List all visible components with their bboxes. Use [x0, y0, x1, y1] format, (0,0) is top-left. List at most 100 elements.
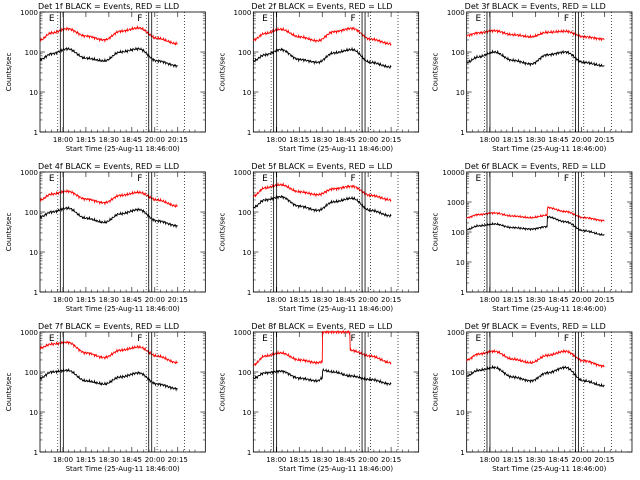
y-tick-label: 10: [242, 409, 251, 417]
y-tick-label: 1: [247, 129, 251, 137]
detector-panel-4: Det 4f BLACK = Events, RED = LLD 1 10 100 10…: [5, 162, 206, 313]
y-tick-label: 10: [456, 409, 465, 417]
y-tick-label: 100: [451, 369, 464, 377]
x-tick-label: 18:30: [99, 296, 119, 304]
panel-title: Det 8f BLACK = Events, RED = LLD: [251, 322, 392, 331]
y-tick-label: 100: [25, 209, 38, 217]
panel-title: Det 9f BLACK = Events, RED = LLD: [465, 322, 606, 331]
y-tick-label: 100: [451, 49, 464, 57]
y-tick-label: 100: [451, 229, 464, 237]
y-tick-label: 10000: [442, 169, 464, 177]
panel-title: Det 1f BLACK = Events, RED = LLD: [38, 2, 179, 11]
x-tick-label: 20:00: [571, 136, 591, 144]
x-tick-label: 20:15: [381, 456, 401, 464]
event-marker-label: F: [351, 334, 356, 344]
detector-panel-3: Det 3f BLACK = Events, RED = LLD 1 10 100 10…: [432, 2, 633, 153]
x-tick-label: 18:15: [289, 456, 309, 464]
x-tick-label: 18:00: [53, 136, 73, 144]
x-tick-label: 18:00: [266, 136, 286, 144]
detector-panel-9: Det 9f BLACK = Events, RED = LLD 1 10 100 10…: [432, 322, 633, 473]
y-tick-label: 1000: [234, 329, 252, 337]
x-tick-label: 18:15: [76, 456, 96, 464]
x-tick-label: 18:45: [335, 136, 355, 144]
event-marker-label: F: [564, 334, 569, 344]
y-tick-label: 10: [242, 89, 251, 97]
event-marker-label: E: [475, 334, 481, 344]
x-tick-label: 18:00: [53, 296, 73, 304]
y-tick-label: 1: [34, 449, 38, 457]
y-tick-label: 100: [238, 369, 251, 377]
y-tick-label: 10: [456, 259, 465, 267]
x-tick-label: 18:30: [525, 296, 545, 304]
y-tick-label: 1: [460, 289, 464, 297]
y-tick-label: 1: [34, 129, 38, 137]
event-marker-label: E: [49, 334, 55, 344]
x-tick-label: 18:00: [266, 296, 286, 304]
detector-panel-7: Det 7f BLACK = Events, RED = LLD 1 10 100 10…: [5, 322, 206, 473]
y-tick-label: 100: [25, 369, 38, 377]
y-tick-label: 1: [34, 289, 38, 297]
x-tick-label: 20:15: [381, 136, 401, 144]
y-tick-label: 100: [238, 209, 251, 217]
x-tick-label: 20:15: [594, 296, 614, 304]
panel-title: Det 5f BLACK = Events, RED = LLD: [251, 162, 392, 171]
x-tick-label: 20:00: [571, 456, 591, 464]
event-marker-label: F: [564, 174, 569, 184]
x-tick-label: 20:15: [381, 296, 401, 304]
y-tick-label: 1: [460, 129, 464, 137]
x-tick-label: 18:45: [548, 456, 568, 464]
plot-frame: [39, 11, 206, 133]
x-axis-label: Start Time (25-Aug-11 18:46:00): [492, 465, 606, 473]
x-tick-label: 18:00: [480, 136, 500, 144]
plot-frame: [466, 171, 633, 293]
x-tick-label: 18:15: [76, 136, 96, 144]
detector-panel-6: Det 6f BLACK = Events, RED = LLD 1 10 100 10…: [432, 162, 633, 313]
x-tick-label: 18:30: [312, 136, 332, 144]
y-axis-label: Counts/sec: [5, 213, 13, 252]
event-marker-label: E: [262, 174, 268, 184]
x-tick-label: 18:00: [53, 456, 73, 464]
event-marker-label: F: [137, 334, 142, 344]
x-tick-label: 20:15: [594, 456, 614, 464]
x-tick-label: 20:15: [168, 456, 188, 464]
panel-title: Det 7f BLACK = Events, RED = LLD: [38, 322, 179, 331]
y-axis-label: Counts/sec: [432, 373, 440, 412]
x-axis-label: Start Time (25-Aug-11 18:46:00): [66, 305, 180, 313]
x-tick-label: 18:00: [480, 456, 500, 464]
x-tick-label: 20:00: [358, 136, 378, 144]
x-tick-label: 20:00: [145, 136, 165, 144]
y-tick-label: 10: [456, 89, 465, 97]
x-tick-label: 18:30: [525, 136, 545, 144]
x-tick-label: 18:15: [76, 296, 96, 304]
plot-frame: [466, 331, 633, 453]
x-tick-label: 18:30: [312, 456, 332, 464]
x-tick-label: 18:30: [99, 136, 119, 144]
x-axis-label: Start Time (25-Aug-11 18:46:00): [492, 305, 606, 313]
x-tick-label: 18:15: [502, 456, 522, 464]
y-axis-label: Counts/sec: [218, 373, 226, 412]
x-tick-label: 18:45: [122, 296, 142, 304]
event-marker-label: E: [49, 174, 55, 184]
y-tick-label: 10: [242, 249, 251, 257]
y-axis-label: Counts/sec: [432, 213, 440, 252]
panel-title: Det 6f BLACK = Events, RED = LLD: [465, 162, 606, 171]
y-tick-label: 1000: [234, 9, 252, 17]
x-tick-label: 18:00: [480, 296, 500, 304]
event-marker-label: E: [262, 334, 268, 344]
y-tick-label: 100: [238, 49, 251, 57]
x-tick-label: 18:45: [548, 136, 568, 144]
x-tick-label: 18:15: [289, 136, 309, 144]
x-axis-label: Start Time (25-Aug-11 18:46:00): [66, 465, 180, 473]
y-tick-label: 1000: [20, 9, 38, 17]
x-tick-label: 20:15: [168, 296, 188, 304]
y-tick-label: 100: [25, 49, 38, 57]
y-tick-label: 1000: [20, 169, 38, 177]
event-marker-label: E: [475, 14, 481, 24]
plot-frame: [39, 171, 206, 293]
x-tick-label: 18:30: [99, 456, 119, 464]
x-tick-label: 20:00: [571, 296, 591, 304]
y-tick-label: 1000: [234, 169, 252, 177]
y-tick-label: 1: [460, 449, 464, 457]
event-marker-label: E: [49, 14, 55, 24]
x-tick-label: 18:30: [525, 456, 545, 464]
